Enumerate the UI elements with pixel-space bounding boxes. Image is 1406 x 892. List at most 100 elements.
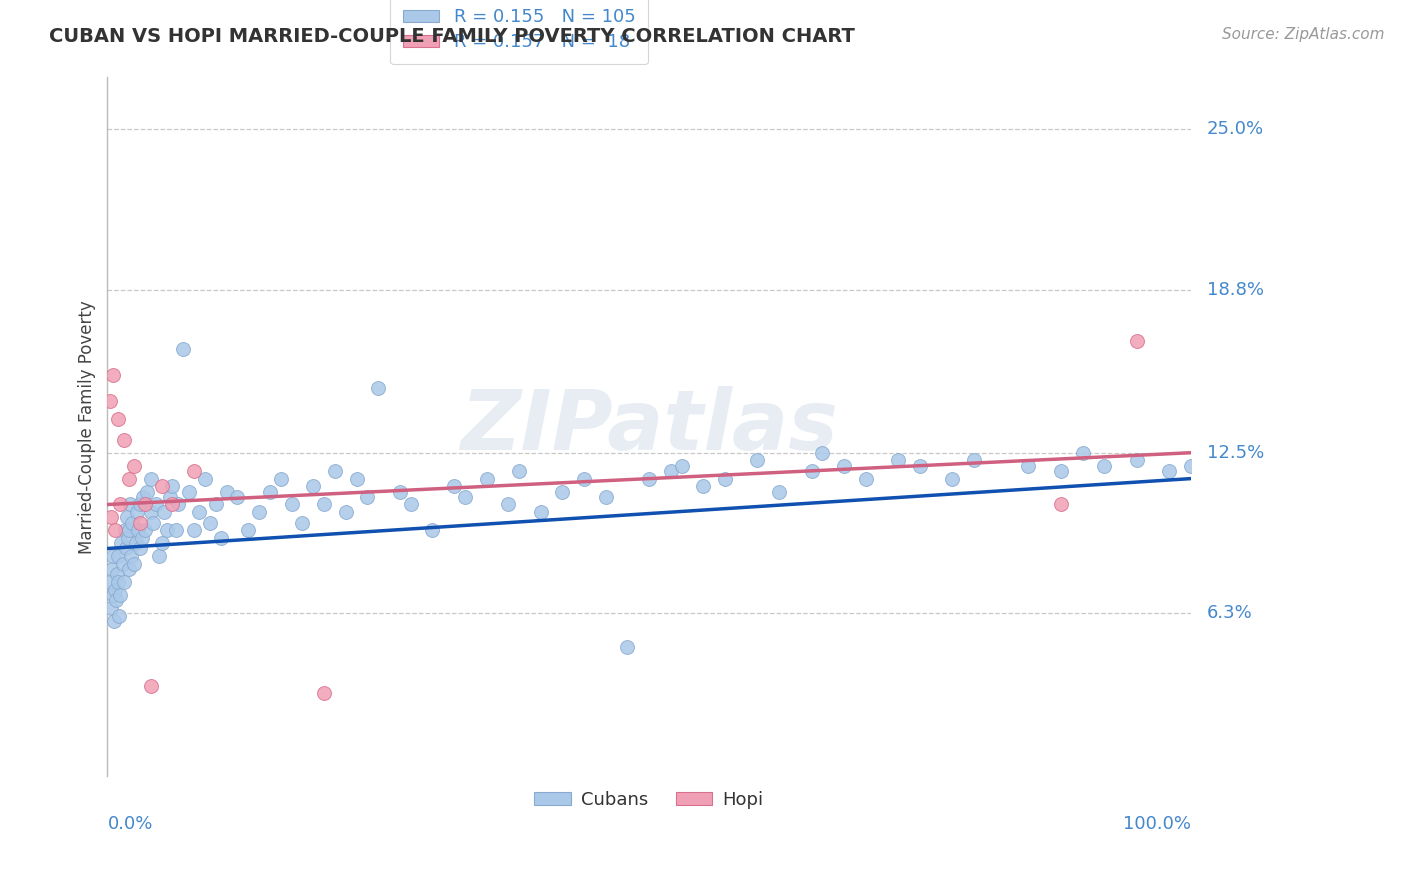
Point	[118, 562, 141, 576]
Point	[323, 464, 346, 478]
Point	[101, 368, 124, 382]
Point	[194, 472, 217, 486]
Text: 12.5%: 12.5%	[1208, 443, 1264, 462]
Point	[125, 505, 148, 519]
Point	[399, 498, 422, 512]
Text: Source: ZipAtlas.com: Source: ZipAtlas.com	[1222, 27, 1385, 42]
Point	[595, 490, 617, 504]
Point	[832, 458, 855, 473]
Point	[114, 541, 136, 556]
Point	[101, 588, 124, 602]
Point	[270, 472, 292, 486]
Point	[103, 614, 125, 628]
Point	[172, 342, 194, 356]
Point	[238, 524, 260, 538]
Point	[105, 567, 128, 582]
Point	[120, 498, 142, 512]
Point	[148, 549, 170, 564]
Point	[100, 601, 122, 615]
Point	[1017, 458, 1039, 473]
Point	[104, 524, 127, 538]
Text: CUBAN VS HOPI MARRIED-COUPLE FAMILY POVERTY CORRELATION CHART: CUBAN VS HOPI MARRIED-COUPLE FAMILY POVE…	[49, 27, 855, 45]
Point	[475, 472, 498, 486]
Point	[150, 536, 173, 550]
Point	[139, 679, 162, 693]
Point	[98, 575, 121, 590]
Point	[498, 498, 520, 512]
Text: 100.0%: 100.0%	[1123, 815, 1191, 833]
Point	[530, 505, 553, 519]
Text: ZIPatlas: ZIPatlas	[460, 386, 838, 467]
Point	[131, 531, 153, 545]
Point	[110, 498, 132, 512]
Point	[887, 453, 910, 467]
Point	[346, 472, 368, 486]
Point	[150, 479, 173, 493]
Point	[124, 557, 146, 571]
Point	[118, 472, 141, 486]
Point	[1125, 334, 1147, 349]
Point	[107, 575, 129, 590]
Point	[714, 472, 737, 486]
Point	[110, 536, 132, 550]
Point	[422, 524, 444, 538]
Point	[302, 479, 325, 493]
Point	[107, 549, 129, 564]
Point	[551, 484, 574, 499]
Point	[312, 686, 335, 700]
Point	[100, 510, 122, 524]
Point	[572, 472, 595, 486]
Point	[183, 464, 205, 478]
Point	[800, 464, 823, 478]
Point	[136, 484, 159, 499]
Point	[454, 490, 477, 504]
Point	[508, 464, 530, 478]
Point	[98, 394, 121, 409]
Point	[120, 549, 142, 564]
Point	[121, 516, 143, 530]
Point	[312, 498, 335, 512]
Point	[139, 472, 162, 486]
Point	[108, 608, 131, 623]
Text: 18.8%: 18.8%	[1208, 281, 1264, 299]
Point	[128, 516, 150, 530]
Point	[1180, 458, 1202, 473]
Point	[367, 381, 389, 395]
Point	[110, 588, 132, 602]
Point	[1125, 453, 1147, 467]
Point	[177, 484, 200, 499]
Point	[105, 593, 128, 607]
Point	[659, 464, 682, 478]
Point	[132, 490, 155, 504]
Y-axis label: Married-Couple Family Poverty: Married-Couple Family Poverty	[79, 300, 96, 554]
Point	[811, 446, 834, 460]
Point	[183, 524, 205, 538]
Point	[692, 479, 714, 493]
Point	[908, 458, 931, 473]
Point	[117, 531, 139, 545]
Point	[188, 505, 211, 519]
Point	[1050, 498, 1073, 512]
Text: 6.3%: 6.3%	[1208, 604, 1253, 623]
Point	[1071, 446, 1094, 460]
Point	[855, 472, 877, 486]
Point	[204, 498, 226, 512]
Point	[162, 479, 184, 493]
Point	[159, 490, 181, 504]
Point	[247, 505, 270, 519]
Point	[118, 524, 141, 538]
Point	[209, 531, 232, 545]
Point	[127, 524, 149, 538]
Point	[1092, 458, 1115, 473]
Point	[152, 505, 174, 519]
Point	[111, 557, 134, 571]
Point	[388, 484, 411, 499]
Point	[124, 458, 146, 473]
Point	[145, 498, 167, 512]
Point	[259, 484, 281, 499]
Point	[226, 490, 249, 504]
Point	[156, 524, 179, 538]
Point	[114, 524, 136, 538]
Point	[107, 412, 129, 426]
Point	[101, 549, 124, 564]
